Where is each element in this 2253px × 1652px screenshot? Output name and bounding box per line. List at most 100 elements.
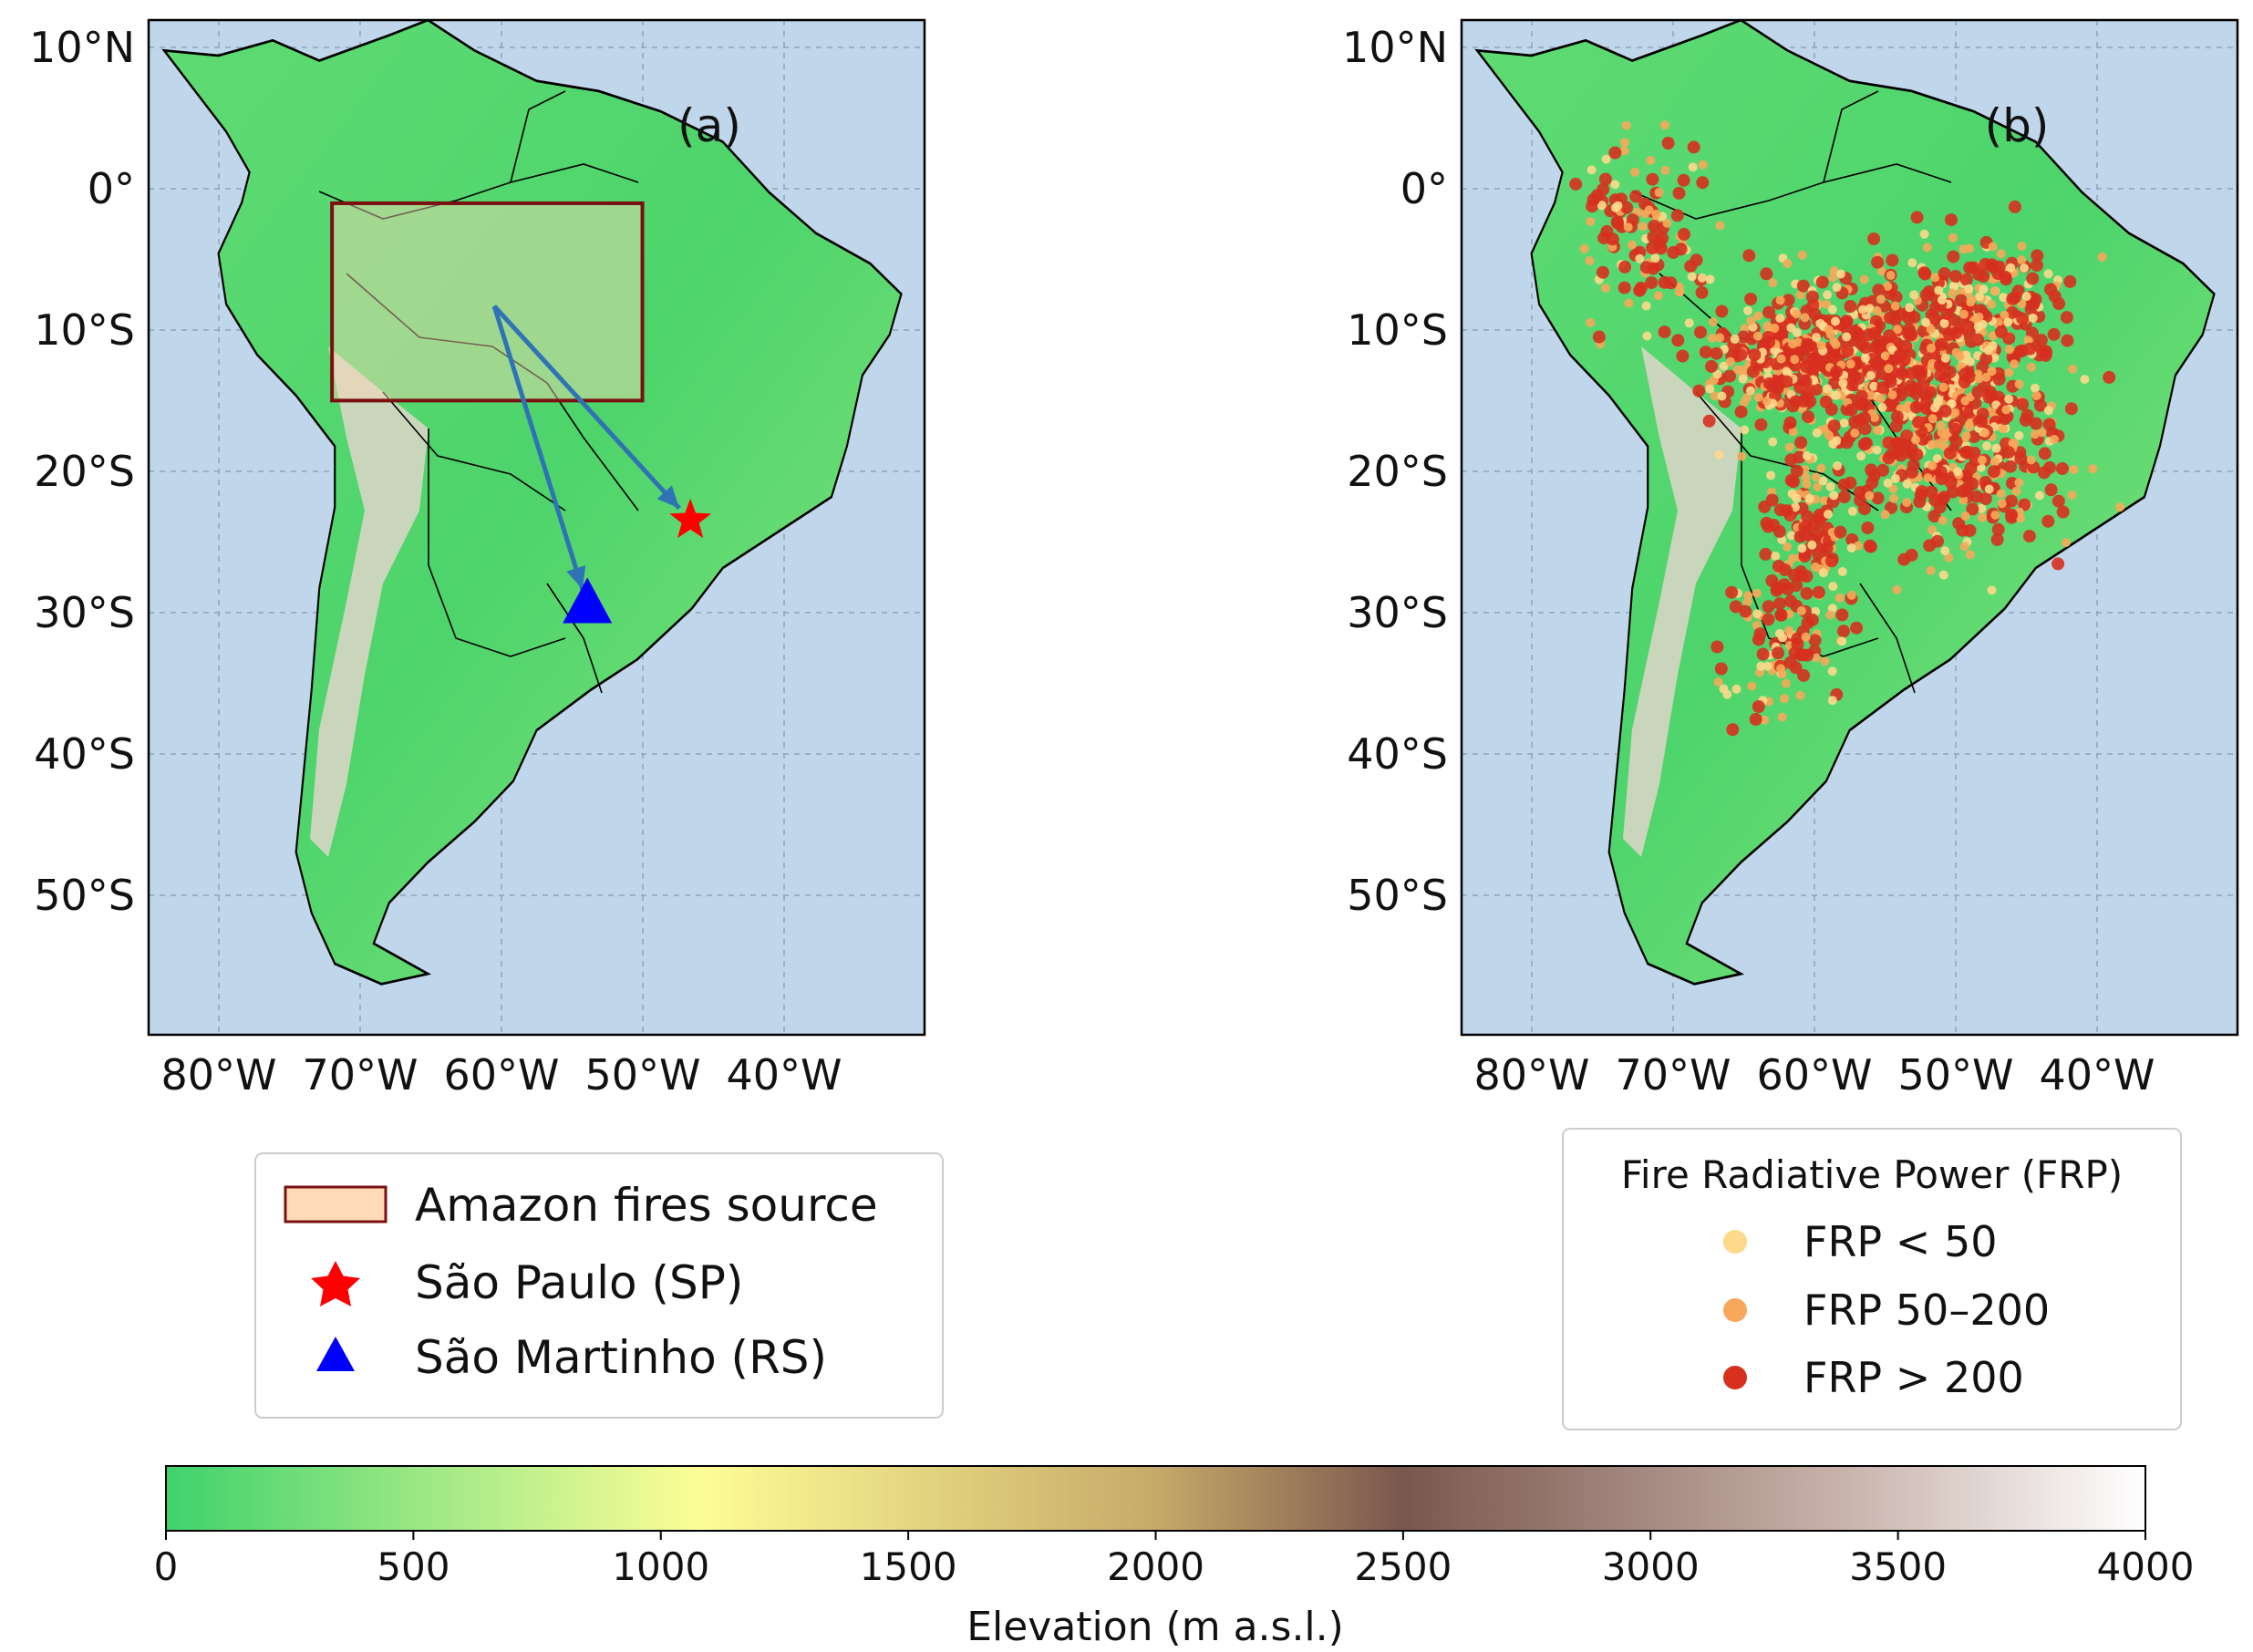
fire-point bbox=[1638, 222, 1648, 232]
fire-point bbox=[1834, 525, 1847, 539]
lon-tick-label: 70°W bbox=[302, 1050, 418, 1100]
fire-point bbox=[1772, 559, 1785, 573]
fire-point bbox=[2011, 284, 2025, 298]
fire-point bbox=[1959, 273, 1973, 286]
fire-point bbox=[1907, 459, 1920, 472]
fire-point bbox=[1687, 272, 1697, 282]
fire-point bbox=[1850, 428, 1860, 438]
fire-point bbox=[2056, 505, 2070, 519]
fire-point bbox=[1592, 330, 1606, 344]
fire-point bbox=[2069, 465, 2079, 474]
lon-tick-label: 50°W bbox=[1897, 1050, 2013, 1100]
fire-point bbox=[1927, 460, 1938, 470]
fire-point bbox=[1815, 275, 1829, 289]
fire-point bbox=[1807, 540, 1817, 550]
fire-point bbox=[1949, 435, 1963, 449]
fire-point bbox=[2026, 455, 2036, 465]
fire-point bbox=[2051, 557, 2065, 571]
lon-ticks-a: 80°W 70°W 60°W 50°W 40°W bbox=[160, 1050, 842, 1100]
fire-point bbox=[1753, 627, 1767, 641]
fire-point bbox=[1760, 267, 1773, 281]
fire-point bbox=[1872, 284, 1886, 297]
fire-point bbox=[1973, 322, 1983, 332]
fire-point bbox=[1723, 369, 1736, 383]
fire-point bbox=[1778, 633, 1787, 643]
fire-point bbox=[1794, 565, 1808, 579]
fire-point bbox=[1782, 294, 1795, 307]
fire-point bbox=[1606, 232, 1619, 246]
legend-label: FRP < 50 bbox=[1803, 1217, 1997, 1266]
fire-point bbox=[1713, 677, 1723, 687]
fire-point bbox=[1837, 636, 1847, 646]
fire-point bbox=[1808, 634, 1822, 647]
fire-point bbox=[1964, 461, 1978, 475]
fire-point bbox=[2061, 334, 2074, 347]
fire-point bbox=[1886, 253, 1899, 267]
fire-point bbox=[1644, 205, 1654, 215]
fire-point bbox=[1835, 269, 1845, 279]
fire-point bbox=[1928, 493, 1942, 507]
fire-point bbox=[1892, 325, 1902, 335]
fire-point bbox=[1905, 328, 1918, 342]
sao-paulo-star-icon bbox=[669, 498, 711, 539]
fire-point bbox=[2043, 269, 2053, 279]
fire-point bbox=[1934, 465, 1948, 479]
fire-point bbox=[1672, 186, 1686, 200]
fire-point bbox=[1812, 428, 1822, 438]
colorbar-tick-label: 3000 bbox=[1602, 1544, 1700, 1589]
fire-point bbox=[1788, 427, 1798, 437]
fire-point bbox=[1964, 284, 1974, 294]
fire-point bbox=[1961, 431, 1971, 441]
fire-point bbox=[1988, 341, 1998, 351]
fire-point bbox=[1907, 258, 1917, 268]
fire-point bbox=[2019, 413, 2032, 427]
fire-point bbox=[1944, 552, 1954, 563]
fire-point bbox=[1876, 294, 1886, 305]
fire-point bbox=[1845, 359, 1855, 369]
fire-point bbox=[1837, 567, 1847, 576]
fire-point bbox=[1762, 377, 1776, 390]
fire-point bbox=[1739, 365, 1748, 375]
lat-ticks-b: 10°N 0° 10°S 20°S 30°S 40°S 50°S bbox=[1342, 23, 1448, 920]
fire-point bbox=[2022, 530, 2036, 543]
fire-point bbox=[1990, 532, 2004, 546]
fire-point bbox=[1867, 232, 1881, 245]
colorbar-ticks: 0 500 1000 1500 2000 2500 3000 3500 4000 bbox=[154, 1531, 2194, 1589]
fire-point bbox=[1784, 594, 1797, 608]
fire-point bbox=[1938, 404, 1952, 418]
fire-point bbox=[1853, 486, 1866, 499]
fire-point bbox=[1896, 367, 1909, 380]
fire-point bbox=[1858, 502, 1871, 516]
fire-point bbox=[2017, 242, 2027, 251]
star-icon bbox=[311, 1261, 360, 1306]
fire-point bbox=[2038, 447, 2051, 460]
fire-point bbox=[1811, 472, 1821, 482]
fire-point bbox=[1835, 608, 1849, 622]
fire-point bbox=[2044, 283, 2057, 296]
fire-point bbox=[1927, 414, 1938, 424]
fire-point bbox=[1796, 279, 1810, 293]
fire-point bbox=[1676, 349, 1690, 363]
fire-point bbox=[1645, 276, 1659, 290]
triangle-icon bbox=[316, 1337, 355, 1371]
fire-point bbox=[1819, 496, 1829, 505]
fire-point bbox=[1809, 517, 1823, 531]
legend-swatch-source-box bbox=[284, 1185, 388, 1224]
fire-point bbox=[1802, 451, 1812, 460]
fire-point bbox=[1919, 229, 1929, 239]
fire-point bbox=[1731, 684, 1741, 694]
fire-point bbox=[1902, 312, 1916, 325]
colorbar-label: Elevation (m a.s.l.) bbox=[966, 1604, 1344, 1650]
fire-point bbox=[1870, 356, 1884, 369]
fire-point bbox=[1827, 305, 1837, 315]
fire-point bbox=[1709, 317, 1718, 327]
fire-point bbox=[2008, 200, 2021, 213]
fire-point bbox=[1847, 506, 1857, 516]
fire-point bbox=[1834, 593, 1845, 603]
fire-point bbox=[1868, 326, 1882, 340]
fire-point bbox=[1740, 425, 1750, 435]
fire-point bbox=[1946, 485, 1959, 499]
fire-point bbox=[1994, 325, 2008, 338]
fire-point bbox=[1869, 381, 1879, 391]
legend-label: São Martinho (RS) bbox=[415, 1331, 827, 1384]
